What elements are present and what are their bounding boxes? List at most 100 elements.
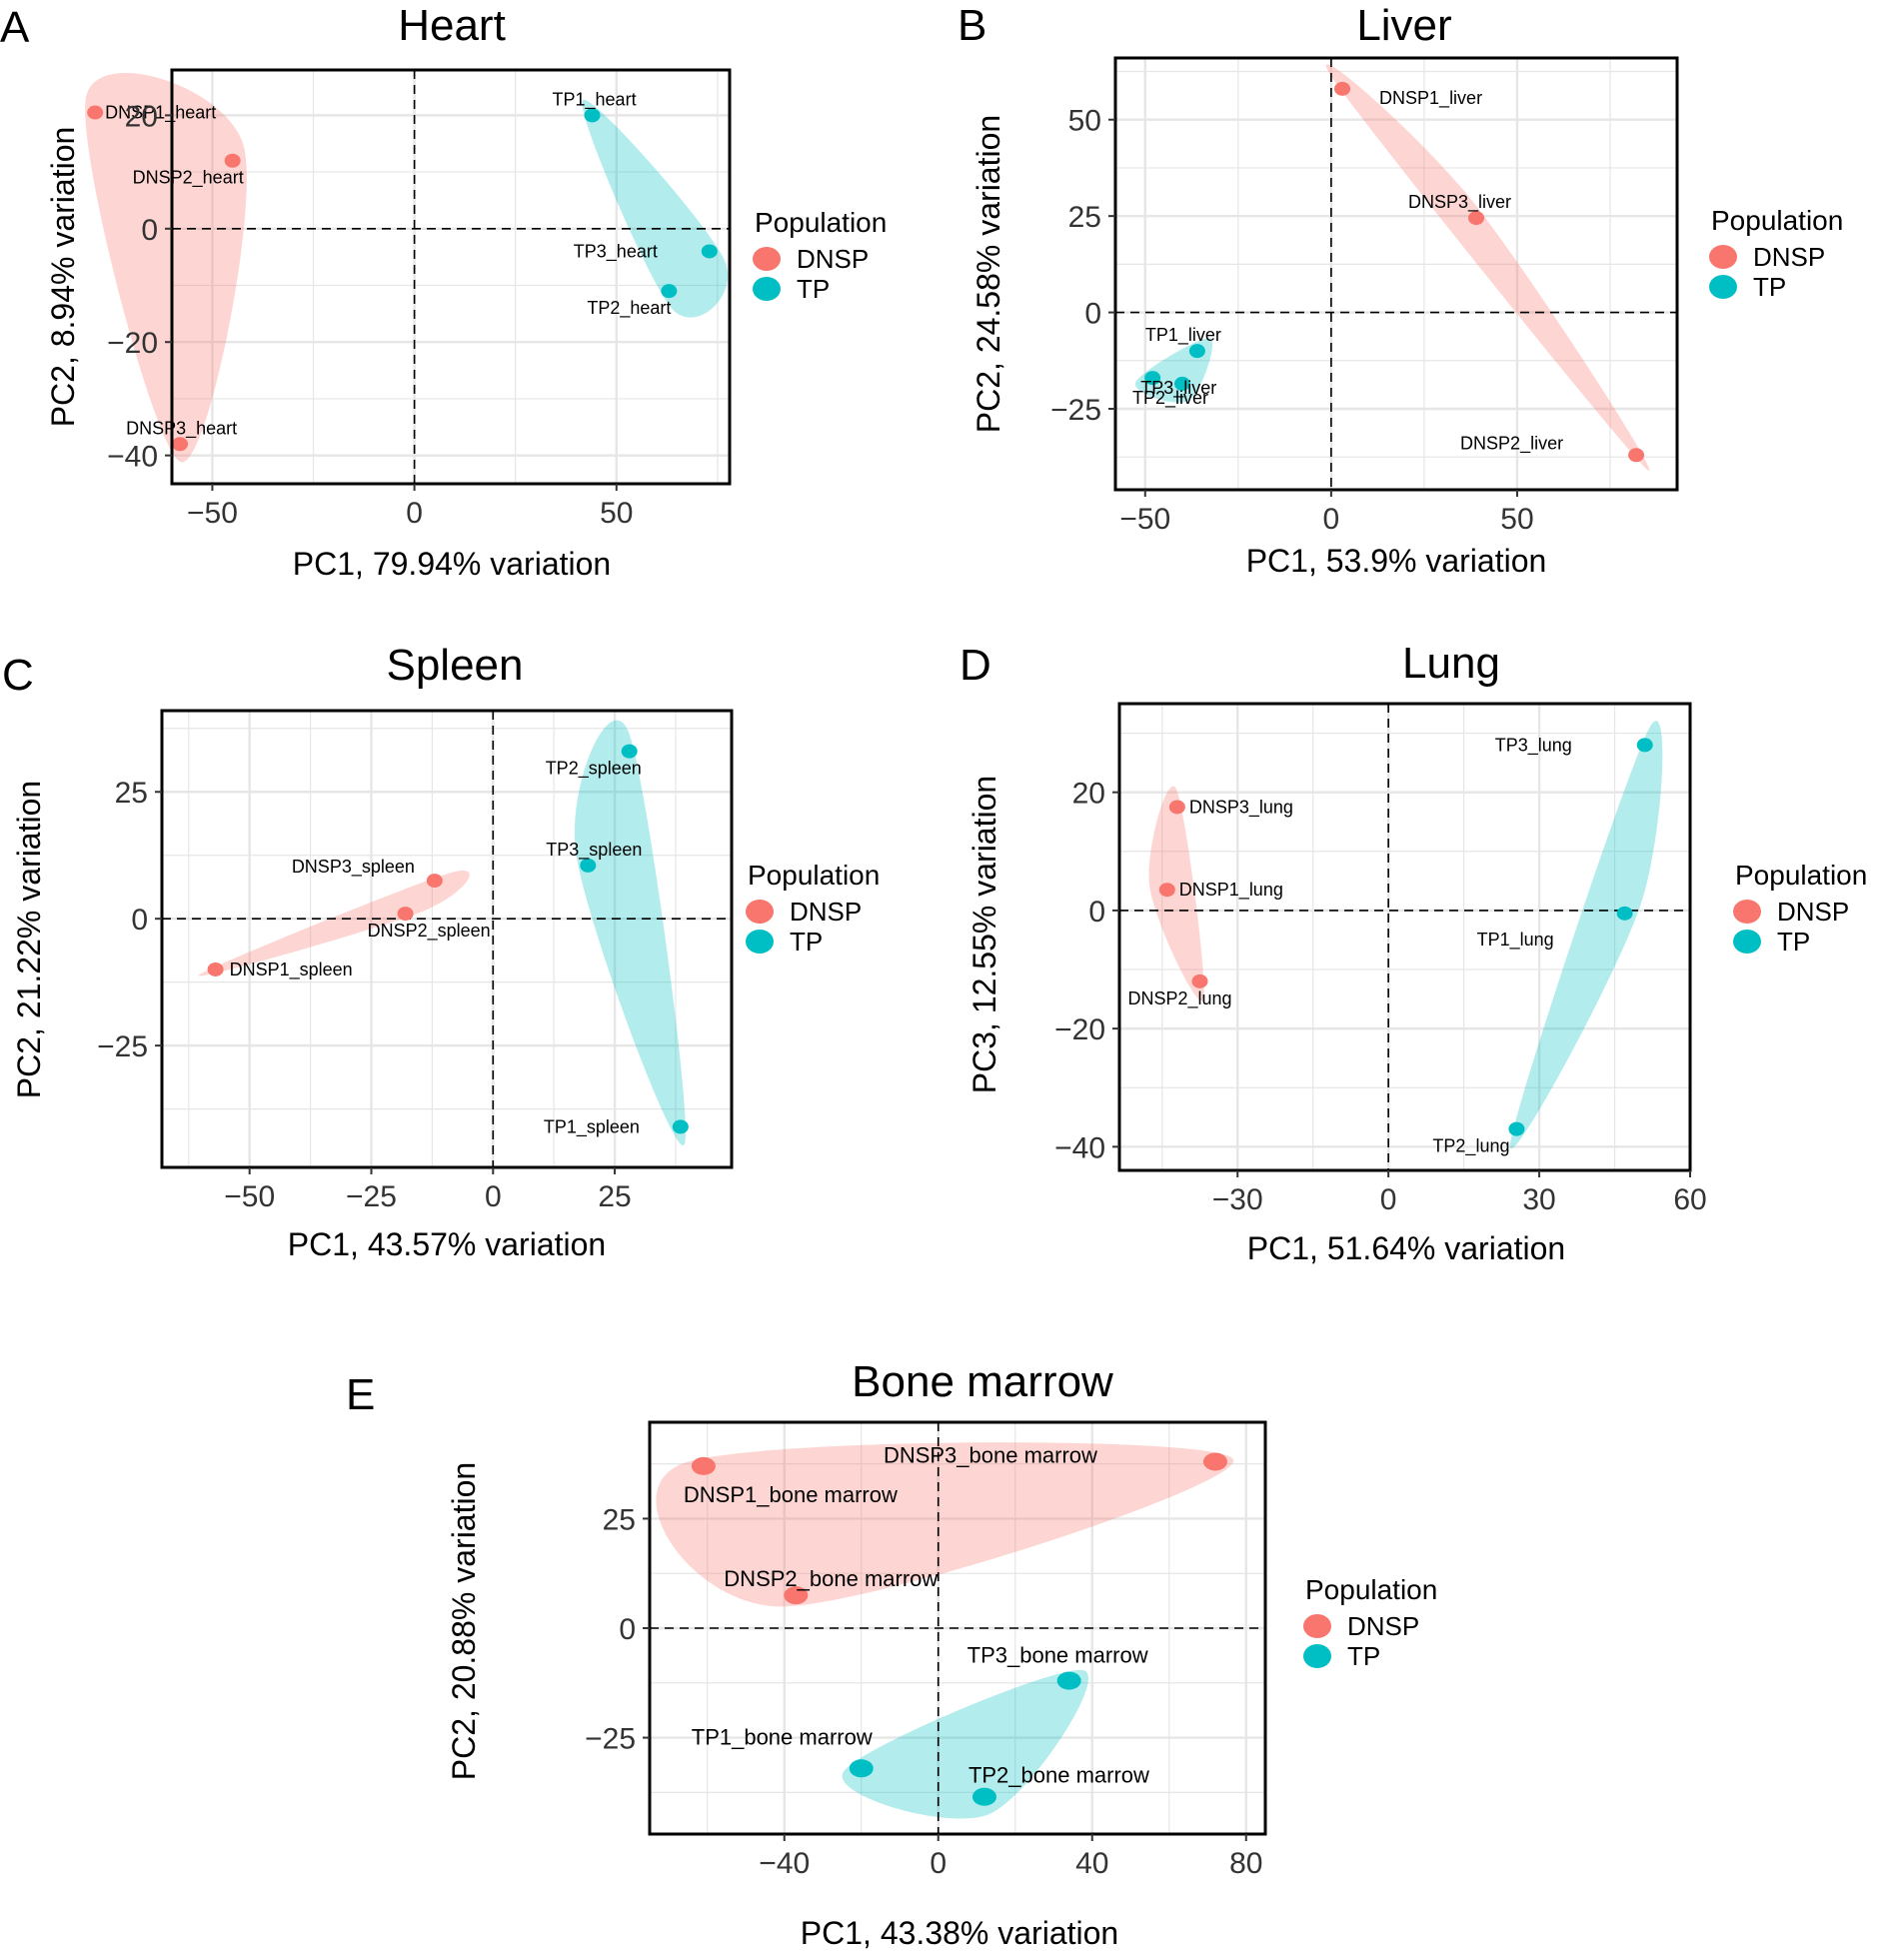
point-label: TP3_heart [574, 241, 658, 262]
data-point [1508, 1121, 1525, 1136]
hull-tp [842, 1669, 1088, 1819]
legend-swatch-dnsp [753, 247, 781, 271]
x-tick-label: −50 [224, 1180, 275, 1213]
data-point [661, 284, 678, 299]
legend-swatch-tp [1303, 1644, 1331, 1668]
point-label: DNSP2_bone marrow [724, 1566, 938, 1591]
legend-label: DNSP [797, 244, 869, 274]
point-label: DNSP2_heart [133, 168, 244, 189]
point-label: DNSP2_liver [1460, 433, 1563, 454]
legend-title: Population [1711, 205, 1843, 236]
y-axis-title: PC2, 21.22% variation [11, 781, 47, 1098]
data-point [1191, 974, 1208, 988]
panel-letter: D [959, 641, 991, 690]
x-tick-label: 0 [485, 1180, 502, 1213]
point-label: DNSP3_liver [1408, 192, 1511, 213]
x-tick-label: −40 [759, 1847, 810, 1880]
point-label: TP1_lung [1477, 930, 1554, 951]
legend-label: TP [797, 274, 830, 304]
panel-title: Spleen [386, 641, 523, 690]
data-point [1616, 906, 1633, 921]
hull-dnsp [198, 871, 470, 976]
y-axis-title: PC2, 20.88% variation [446, 1462, 482, 1780]
y-tick-label: 0 [1084, 298, 1101, 331]
x-tick-label: 50 [600, 497, 633, 530]
data-point [1628, 448, 1645, 463]
point-label: TP2_bone marrow [968, 1763, 1149, 1788]
data-point [1168, 800, 1185, 815]
data-point [672, 1119, 689, 1134]
hull-tp [582, 99, 729, 318]
y-tick-label: 20 [125, 100, 158, 133]
legend-label: DNSP [1347, 1611, 1419, 1641]
point-label: DNSP1_bone marrow [684, 1482, 898, 1507]
point-label: DNSP1_lung [1179, 880, 1283, 901]
y-tick-label: 20 [1072, 778, 1105, 811]
point-label: DNSP1_liver [1379, 88, 1482, 109]
panel-letter: C [2, 651, 34, 700]
data-point [784, 1586, 809, 1605]
grid [1119, 704, 1690, 1170]
y-tick-label: 50 [1068, 105, 1101, 138]
x-tick-label: −50 [187, 497, 238, 530]
data-point [849, 1759, 874, 1778]
legend-title: Population [755, 207, 887, 238]
legend-swatch-dnsp [1303, 1614, 1331, 1638]
point-label: TP3_liver [1140, 378, 1216, 399]
panel-c: C DNSP1_spleen DNSP2_spleen DNSP3_spleen TP1… [2, 641, 880, 1262]
hull-tp [574, 720, 686, 1146]
x-tick-label: 25 [598, 1180, 631, 1213]
data-point [971, 1787, 996, 1806]
data-point [207, 962, 224, 976]
x-axis-title: PC1, 43.38% variation [801, 1915, 1118, 1951]
hull-dnsp [1325, 64, 1650, 472]
y-tick-label: −25 [97, 1030, 148, 1063]
y-tick-label: −25 [585, 1723, 636, 1756]
y-tick-label: 0 [619, 1613, 636, 1646]
data-point [1173, 376, 1190, 391]
point-label: TP2_liver [1132, 388, 1208, 409]
plot-frame [160, 709, 734, 1169]
data-point [1056, 1671, 1081, 1690]
point-label: TP1_heart [553, 89, 637, 110]
y-tick-label: 0 [141, 214, 158, 247]
y-tick-label: 25 [603, 1503, 636, 1536]
data-point [224, 153, 241, 168]
data-point [701, 244, 718, 259]
legend-swatch-dnsp [746, 900, 774, 924]
data-point [172, 437, 189, 452]
panel-d: D DNSP1_lung DNSP2_lung DNSP3_lung TP1_lung T… [959, 639, 1867, 1266]
plot-frame [1117, 702, 1692, 1172]
data-point [1202, 1452, 1227, 1471]
point-label: DNSP1_heart [105, 103, 216, 124]
legend-label: TP [1347, 1641, 1380, 1671]
x-tick-label: −50 [1119, 503, 1170, 536]
point-label: TP1_bone marrow [692, 1724, 873, 1749]
panel-e: E DNSP1_bone marrow DNSP2_bone marrow DNSP3… [346, 1357, 1437, 1951]
y-tick-label: −20 [1054, 1013, 1105, 1046]
panel-title: Liver [1356, 1, 1451, 50]
data-point [1334, 81, 1351, 96]
y-axis-title: PC3, 12.55% variation [966, 776, 1002, 1093]
panel-letter: E [346, 1370, 375, 1419]
legend-swatch-tp [1709, 275, 1737, 299]
hull-dnsp [656, 1442, 1234, 1607]
x-tick-label: 0 [930, 1847, 947, 1880]
point-label: TP1_liver [1145, 325, 1221, 346]
x-tick-label: 30 [1522, 1183, 1555, 1216]
legend-label: DNSP [1777, 897, 1849, 927]
data-point [1468, 211, 1485, 226]
grid [172, 70, 730, 484]
hull-tp [1509, 721, 1663, 1149]
panel-letter: A [0, 3, 30, 52]
data-point [1188, 344, 1205, 359]
x-axis-title: PC1, 53.9% variation [1246, 543, 1547, 579]
x-tick-label: −25 [346, 1180, 397, 1213]
panel-a: A DNSP1_heart DNSP2_heart DNSP3_heart TP1_he… [0, 1, 887, 582]
panel-title: Bone marrow [852, 1357, 1113, 1406]
